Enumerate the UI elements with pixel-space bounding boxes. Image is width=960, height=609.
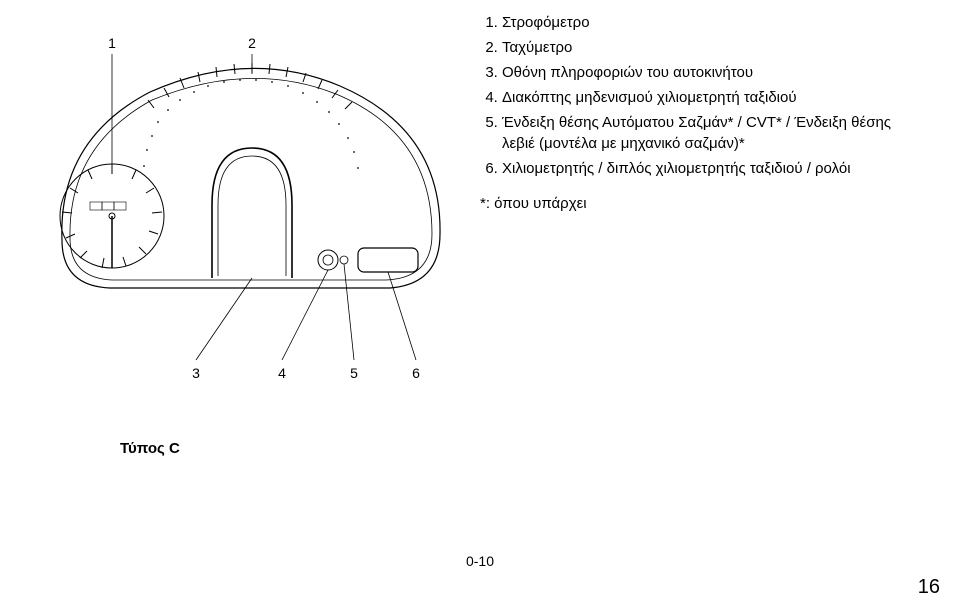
instrument-diagram: 1 2 3 4 5 6 [40,30,460,380]
legend: Στροφόμετρο Ταχύμετρο Οθόνη πληροφοριών … [480,12,920,214]
leader-3 [196,278,252,360]
callout-2: 2 [248,35,256,51]
speedo-dots [143,79,359,169]
leader-6 [388,272,416,360]
callout-5: 5 [350,365,358,381]
type-label: Τύπος C [120,440,180,457]
callout-3: 3 [192,365,200,381]
page-number-right: 16 [918,576,940,599]
leader-4 [282,270,328,360]
cluster-inner [70,78,432,280]
page-number-center: 0-10 [0,553,960,569]
callout-4: 4 [278,365,286,381]
speedometer [143,63,359,278]
page: 1 2 3 4 5 6 Στροφόμετρο Ταχύμετρο Οθόνη … [0,0,960,609]
legend-item: Ταχύμετρο [502,37,920,58]
legend-note: *: όπου υπάρχει [480,193,920,214]
legend-item: Διακόπτης μηδενισμού χιλιομετρητή ταξιδι… [502,87,920,108]
legend-item: Οθόνη πληροφοριών του αυτοκινήτου [502,62,920,83]
legend-item: Χιλιομετρητής / διπλός χιλιομετρητής ταξ… [502,158,920,179]
right-subcluster [318,248,418,272]
cluster-outline [62,68,440,288]
legend-item: Στροφόμετρο [502,12,920,33]
info-display [212,148,292,278]
speedo-ticks [148,63,352,109]
callout-6: 6 [412,365,420,381]
tachometer [60,164,164,268]
leader-5 [344,264,354,360]
legend-item: Ένδειξη θέσης Αυτόματου Σαζμάν* / CVT* /… [502,112,920,154]
callout-1: 1 [108,35,116,51]
cluster-svg: 1 2 3 4 5 6 [40,30,460,410]
info-display-inner [218,156,286,276]
